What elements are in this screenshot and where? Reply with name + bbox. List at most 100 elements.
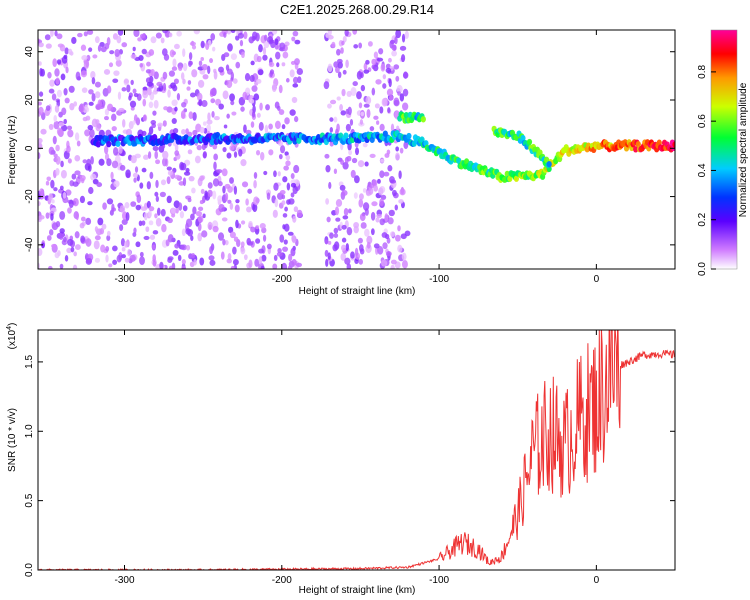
noise-cell [156, 87, 162, 92]
noise-cell [202, 121, 207, 126]
noise-cell [350, 87, 357, 97]
noise-cell [71, 36, 77, 45]
noise-cell [73, 251, 77, 257]
noise-cell [74, 244, 81, 251]
noise-cell [55, 144, 60, 152]
signal-cell [406, 132, 412, 140]
noise-cell [58, 122, 65, 127]
noise-cell [92, 54, 98, 59]
noise-cell [284, 151, 289, 156]
noise-cell [222, 90, 229, 100]
noise-cell [123, 79, 129, 84]
noise-cell [227, 186, 233, 193]
noise-cell [60, 169, 67, 179]
noise-cell [80, 44, 87, 51]
noise-cell [399, 188, 406, 196]
noise-cell [154, 191, 159, 197]
noise-cell [188, 111, 194, 119]
noise-cell [197, 215, 204, 223]
noise-cell [229, 145, 235, 151]
noise-cell [390, 259, 397, 265]
noise-cell [159, 191, 166, 198]
noise-cell [84, 129, 91, 137]
noise-cell [86, 158, 91, 167]
noise-cell [121, 246, 126, 252]
noise-cell [333, 168, 338, 175]
noise-cell [63, 87, 68, 96]
noise-cell [56, 33, 63, 40]
noise-cell [111, 160, 119, 169]
noise-cell [176, 92, 181, 101]
noise-cell [204, 190, 208, 200]
noise-cell [344, 156, 349, 164]
noise-cell [202, 74, 209, 80]
noise-cell [75, 211, 79, 221]
noise-cell [132, 46, 136, 52]
noise-cell [360, 84, 366, 92]
noise-cell [207, 65, 211, 75]
noise-cell [130, 155, 137, 164]
noise-cell [281, 194, 286, 200]
noise-cell [53, 187, 58, 192]
signal-cell [633, 146, 639, 153]
noise-cell [155, 179, 159, 189]
noise-cell [260, 265, 265, 269]
noise-cell [207, 182, 213, 189]
noise-cell [366, 235, 373, 245]
noise-cell [286, 182, 291, 191]
noise-cell [167, 89, 171, 98]
noise-cell [121, 87, 127, 92]
noise-cell [386, 88, 394, 97]
noise-cell [128, 95, 132, 101]
noise-cell [356, 91, 362, 100]
noise-cell [192, 112, 197, 121]
noise-cell [67, 129, 74, 138]
noise-cell [87, 124, 94, 131]
noise-cell [198, 206, 204, 212]
noise-cell [243, 31, 248, 40]
noise-cell [371, 58, 377, 65]
noise-cell [341, 40, 345, 46]
noise-cell [258, 44, 263, 53]
noise-cell [230, 265, 236, 269]
noise-cell [389, 176, 395, 184]
noise-cell [291, 235, 297, 244]
noise-cell [401, 33, 406, 43]
noise-cell [69, 103, 75, 111]
noise-cell [199, 257, 205, 266]
noise-cell [109, 50, 115, 55]
noise-cell [354, 247, 359, 257]
noise-cell [327, 63, 333, 73]
noise-cell [263, 41, 270, 49]
noise-cell [119, 205, 126, 213]
noise-cell [372, 179, 378, 186]
noise-cell [176, 30, 182, 37]
noise-cell [237, 32, 244, 39]
noise-cell [395, 152, 400, 161]
noise-cell [342, 215, 349, 220]
noise-cell [226, 113, 230, 119]
noise-cell [51, 93, 57, 101]
noise-cell [250, 226, 256, 233]
noise-cell [142, 90, 149, 99]
noise-cell [135, 241, 141, 248]
noise-cell [375, 217, 380, 223]
noise-cell [384, 153, 390, 158]
noise-cell [327, 252, 331, 260]
noise-cell [95, 119, 100, 125]
noise-cell [346, 90, 352, 98]
noise-cell [93, 240, 100, 250]
noise-cell [329, 232, 334, 239]
noise-cell [119, 164, 126, 171]
noise-cell [134, 166, 139, 173]
signal-cell [463, 158, 470, 165]
x-tick-label: -200 [272, 575, 292, 586]
noise-cell [285, 160, 291, 167]
noise-cell [221, 217, 228, 222]
noise-cell [162, 82, 167, 91]
signal-cell [343, 132, 349, 139]
noise-cell [215, 98, 222, 106]
noise-cell [38, 106, 44, 116]
noise-cell [359, 119, 364, 125]
noise-cell [337, 58, 343, 64]
